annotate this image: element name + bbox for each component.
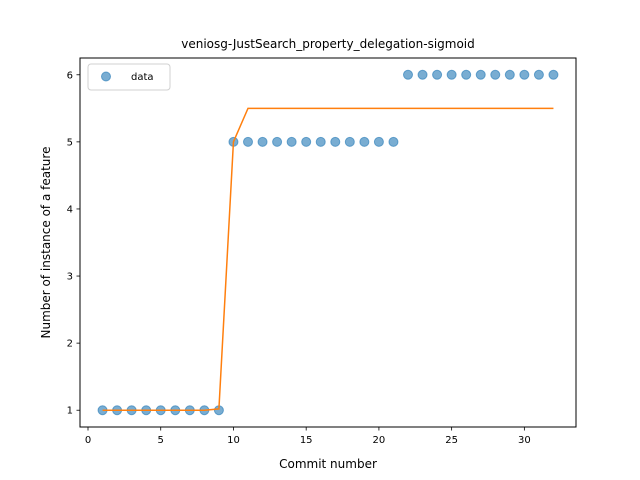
- data-point: [533, 69, 544, 80]
- data-point: [504, 69, 515, 80]
- x-tick-label: 5: [158, 435, 164, 446]
- legend: data: [87, 63, 171, 91]
- plot-frame: [79, 57, 577, 428]
- y-tick-label: 4: [67, 204, 73, 215]
- y-axis-title: Number of instance of a feature: [39, 147, 53, 339]
- y-tick-label: 5: [67, 137, 73, 148]
- data-point: [373, 136, 384, 147]
- data-point: [403, 69, 413, 80]
- chart-title: veniosg-JustSearch_property_delegation-s…: [181, 37, 475, 51]
- data-point: [490, 69, 501, 80]
- x-tick-label: 20: [373, 435, 386, 446]
- plot-area: [97, 69, 559, 416]
- legend-marker-data: [101, 71, 111, 82]
- y-tick-label: 2: [67, 339, 73, 350]
- data-point: [417, 69, 428, 80]
- x-tick-label: 15: [300, 435, 313, 446]
- y-tick-label: 1: [67, 406, 73, 417]
- data-point: [461, 69, 472, 80]
- data-point: [257, 136, 268, 147]
- legend-box: [87, 63, 171, 91]
- data-point: [286, 136, 297, 147]
- x-tick-label: 25: [445, 435, 458, 446]
- data-point: [519, 69, 530, 80]
- data-point: [330, 136, 341, 147]
- x-tick-label: 10: [227, 435, 240, 446]
- x-tick-label: 0: [85, 435, 91, 446]
- data-point: [388, 136, 399, 147]
- data-point: [475, 69, 486, 80]
- data-point: [243, 136, 253, 147]
- x-tick-label: 30: [518, 435, 531, 446]
- y-tick-label: 3: [67, 272, 73, 283]
- fit-line: [102, 107, 554, 411]
- y-tick-label: 6: [67, 70, 73, 81]
- data-point: [432, 69, 443, 80]
- data-point: [548, 69, 559, 80]
- data-point: [272, 136, 283, 147]
- legend-label-data: data: [131, 72, 154, 83]
- data-point: [446, 69, 457, 80]
- x-axis-title: Commit number: [279, 457, 377, 471]
- axis-ticks: 0 5 10 15 20 25 30 1 2 3 4 5 6: [67, 70, 531, 446]
- data-point: [315, 136, 326, 147]
- data-point: [344, 136, 355, 147]
- data-point: [359, 136, 370, 147]
- data-point: [301, 136, 312, 147]
